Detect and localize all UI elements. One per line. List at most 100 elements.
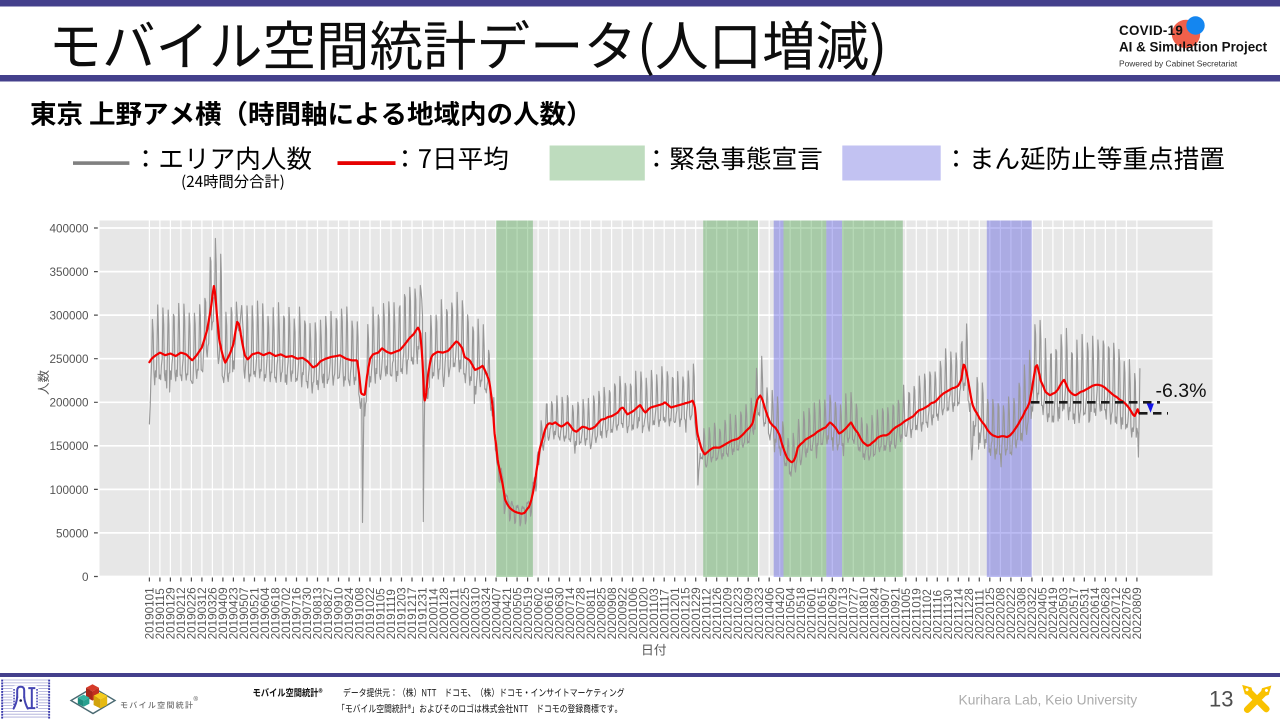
svg-text:20200616: 20200616 [543,587,556,639]
svg-text:20220322: 20220322 [1026,587,1039,639]
svg-text:20201201: 20201201 [669,587,682,639]
svg-text:150000: 150000 [49,440,89,453]
svg-text:20200505: 20200505 [511,587,524,640]
svg-text:20190115: 20190115 [154,588,167,640]
svg-text:13: 13 [1209,687,1233,712]
svg-text:250000: 250000 [49,353,89,366]
svg-text:20220405: 20220405 [1037,587,1050,640]
svg-text:20210309: 20210309 [742,587,755,639]
svg-text:20220712: 20220712 [1110,587,1123,639]
svg-text:20190604: 20190604 [259,587,272,640]
svg-text:20200908: 20200908 [606,587,619,639]
svg-text:20190326: 20190326 [207,587,220,639]
svg-text:20210504: 20210504 [784,587,797,640]
svg-text:20190129: 20190129 [165,587,178,639]
svg-text:0: 0 [82,571,89,584]
svg-text:20210921: 20210921 [890,587,903,639]
svg-text:20211116: 20211116 [932,590,945,639]
svg-text:20210223: 20210223 [732,587,745,639]
svg-text:20190226: 20190226 [186,587,199,639]
svg-text:20200728: 20200728 [574,587,587,639]
svg-text:20191203: 20191203 [396,587,409,639]
svg-text:20200421: 20200421 [501,587,514,639]
svg-text:20200128: 20200128 [438,587,451,639]
svg-text:20201020: 20201020 [637,587,650,640]
svg-text:20190409: 20190409 [217,587,230,639]
svg-text:20190423: 20190423 [228,587,241,639]
svg-text:50000: 50000 [56,527,89,540]
svg-text:20191008: 20191008 [354,587,367,639]
svg-text:400000: 400000 [49,222,89,235]
svg-text:20190730: 20190730 [301,587,314,640]
svg-text:20210629: 20210629 [827,587,840,639]
svg-text:20210126: 20210126 [711,587,724,639]
svg-text:20190507: 20190507 [238,587,251,639]
svg-text:20200922: 20200922 [616,587,629,639]
svg-text:Powered by Cabinet Secretariat: Powered by Cabinet Secretariat [1119,59,1238,69]
svg-text:20220809: 20220809 [1131,587,1144,639]
svg-text:20190813: 20190813 [312,587,325,639]
svg-text:20201215: 20201215 [679,587,692,640]
svg-text:20200211: 20200211 [448,588,461,639]
svg-text:20211102: 20211102 [921,589,934,639]
svg-text:20220125: 20220125 [984,587,997,640]
svg-text:20190702: 20190702 [280,587,293,639]
svg-text:20200225: 20200225 [459,587,472,640]
svg-text:20220419: 20220419 [1047,587,1060,639]
svg-text:20201229: 20201229 [690,587,703,639]
svg-text:20210420: 20210420 [774,587,787,640]
svg-text:20190827: 20190827 [322,587,335,639]
svg-text:20211005: 20211005 [900,588,913,640]
svg-text:20191119: 20191119 [385,589,398,639]
svg-text:20210810: 20210810 [858,587,871,640]
svg-text:20190212: 20190212 [175,587,188,639]
svg-text:20190521: 20190521 [249,587,262,639]
svg-text:20200811: 20200811 [585,588,598,639]
svg-text:20200519: 20200519 [522,587,535,639]
svg-text:AI & Simulation Project: AI & Simulation Project [1119,40,1268,55]
svg-text:Kurihara Lab, Keio University: Kurihara Lab, Keio University [959,693,1138,708]
svg-text:COVID-19: COVID-19 [1119,23,1183,38]
svg-text:20191231: 20191231 [417,587,430,639]
svg-text:®: ® [194,696,199,703]
svg-text:20190618: 20190618 [270,587,283,639]
svg-text:20191105: 20191105 [375,588,388,640]
svg-text:20211228: 20211228 [963,588,976,639]
svg-text:300000: 300000 [49,310,89,323]
svg-text:20201006: 20201006 [627,587,640,639]
svg-text:100000: 100000 [49,484,89,497]
svg-text:20200114: 20200114 [427,588,440,640]
svg-text:20211214: 20211214 [953,588,966,640]
svg-text:20211130: 20211130 [942,589,955,640]
svg-text:20200310: 20200310 [469,587,482,640]
svg-text:20210323: 20210323 [753,587,766,639]
svg-text:20210518: 20210518 [795,587,808,639]
svg-text:20220222: 20220222 [1005,587,1018,639]
svg-text:20210824: 20210824 [869,587,882,640]
svg-text:20210112: 20210112 [700,588,713,639]
svg-text:20210713: 20210713 [837,587,850,639]
svg-text:20220614: 20220614 [1089,587,1102,640]
svg-text:20210907: 20210907 [879,587,892,639]
svg-text:-6.3%: -6.3% [1156,380,1207,402]
svg-text:20220111: 20220111 [974,589,987,639]
svg-text:20220531: 20220531 [1079,587,1092,639]
svg-text:20190101: 20190101 [144,587,157,639]
svg-text:20210727: 20210727 [848,587,861,639]
svg-text:20200714: 20200714 [564,587,577,640]
svg-text:20220308: 20220308 [1016,587,1029,639]
svg-text:20200324: 20200324 [480,587,493,640]
svg-text:20200602: 20200602 [532,587,545,639]
svg-text:20201103: 20201103 [648,588,661,639]
svg-text:20220726: 20220726 [1121,587,1134,639]
svg-text:200000: 200000 [49,397,89,410]
svg-text:20190910: 20190910 [333,587,346,640]
svg-text:20190924: 20190924 [343,587,356,640]
svg-text:20210209: 20210209 [721,587,734,639]
svg-text:20190312: 20190312 [196,587,209,639]
svg-text:20220208: 20220208 [995,587,1008,639]
svg-text:350000: 350000 [49,266,89,279]
svg-text:20211019: 20211019 [911,588,924,639]
svg-text:20200630: 20200630 [553,587,566,640]
svg-text:20200407: 20200407 [490,587,503,639]
